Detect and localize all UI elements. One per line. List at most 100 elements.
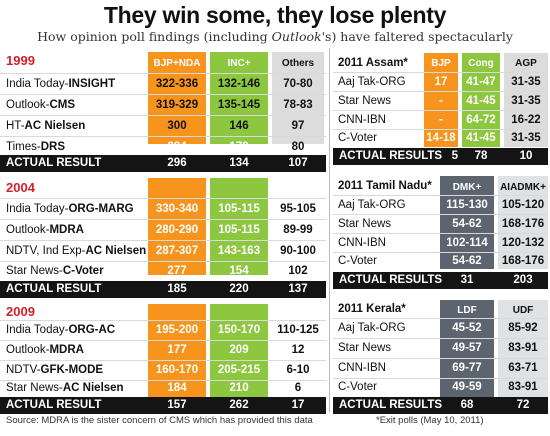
bjp-value: 330-340 [155,203,199,215]
tn-aiadmk-header: AIADMK+ [500,182,546,193]
subtitle-pre: How opinion poll findings (including [37,29,272,44]
assam-bjp-column [424,53,458,147]
year-label-2004: 2004 [6,180,35,195]
others-value: 80 [291,141,305,153]
bjp-value: 277 [167,265,187,277]
bjp-column-2004 [148,178,206,275]
tn-dmk-value: 115-130 [446,199,488,211]
pollster-name: C-Voter [338,255,377,267]
pollster-name: Star News-C-Voter [6,265,104,277]
others-value: 6 [294,382,302,394]
inc-value: 146 [229,120,249,132]
pollster-name: Outlook-MDRA [6,224,84,236]
tn-dmk-value: 102-114 [446,237,488,249]
actual-results-label: ACTUAL RESULTS [339,274,443,286]
bjp-header: BJP+NDA [153,58,201,69]
bjp-value: 287-307 [155,245,199,257]
row-divider [0,261,326,262]
row-divider [333,318,548,319]
assam-cong-value: 41-45 [466,132,496,144]
others-value: 12 [291,344,305,356]
assam-cong-value: 64-72 [466,114,496,126]
page-subtitle: How opinion poll findings (including Out… [0,29,550,44]
bjp-value: 322-336 [155,78,199,90]
tn-dmk-actual: 31 [460,274,474,286]
bjp-actual: 157 [167,399,187,411]
pollster-name: India Today-ORG-MARG [6,203,134,215]
kerala-ldf-value: 49-59 [452,381,482,393]
inc-value: 210 [229,382,249,394]
assam-agp-actual: 10 [519,150,533,162]
kerala-ldf-header: LDF [457,305,477,316]
row-divider [333,195,548,196]
inc-value: 105-115 [218,224,260,236]
bjp-actual: 296 [167,157,187,169]
tn-aiadmk-value: 168-176 [501,218,545,230]
inc-value: 209 [229,344,249,356]
bjp-value: 300 [167,120,187,132]
inc-actual: 220 [229,283,249,295]
actual-result-label: ACTUAL RESULT [6,283,102,295]
assam-bjp-value: 14-18 [426,132,456,144]
actual-results-label: ACTUAL RESULTS [339,150,443,162]
row-divider [0,136,326,137]
page-title: They win some, they lose plenty [103,2,447,28]
assam-cong-actual: 78 [474,150,488,162]
others-value: 95-105 [280,203,316,215]
inc-value: 105-115 [218,203,260,215]
pollster-name: Star News-AC Nielsen [6,382,124,394]
others-value: 70-80 [283,78,313,90]
tn-dmk-value: 54-62 [452,218,482,230]
inc-column-1999 [210,52,268,144]
assam-bjp-header: BJP [431,58,451,69]
pollster-name: Star News [338,95,392,107]
row-divider [333,338,548,339]
tn-dmk-column [440,176,494,269]
pollster-name: India Today-INSIGHT [6,78,116,90]
actual-result-label: ACTUAL RESULT [6,157,102,169]
actual-results-label: ACTUAL RESULTS [339,399,443,411]
inc-value: 179 [229,141,249,153]
kerala-heading: 2011 Kerala* [338,303,406,315]
bjp-value: 184 [167,382,187,394]
others-value: 6-10 [286,364,310,376]
inc-value: 132-146 [217,78,261,90]
pollster-name: HT-AC Nielsen [6,120,86,132]
section-1999: 1999 BJP+NDA INC+ Others India Today-INS… [0,48,326,166]
vertical-divider [329,48,330,412]
pollster-name: CNN-IBN [338,114,386,126]
inc-value: 150-170 [217,324,261,336]
bjp-value: 195-200 [155,324,199,336]
pollster-name: India Today-ORG-AC [6,324,116,336]
assam-bjp-value: - [439,95,443,107]
row-divider [0,198,326,199]
inc-column-2009 [210,304,268,397]
inc-value: 135-145 [217,99,261,111]
assam-cong-column [462,53,500,147]
row-divider [333,378,548,379]
tn-aiadmk-column [498,176,548,269]
kerala-udf-column [498,300,548,397]
row-divider [0,219,326,220]
inc-column-2004 [210,178,268,275]
others-actual: 137 [288,283,308,295]
pollster-name: Aaj Tak-ORG [338,76,406,88]
assam-agp-header: AGP [515,58,537,69]
pollster-name: Star News [338,342,392,354]
actual-results-kerala: ACTUAL RESULTS 68 72 [333,397,548,414]
kerala-ldf-column [440,300,494,397]
others-actual: 17 [291,399,305,411]
assam-bjp-value: - [439,114,443,126]
inc-header: INC+ [227,58,251,69]
assam-agp-value: 16-22 [511,114,541,126]
exit-poll-footnote: *Exit polls (May 10, 2011) [376,415,484,426]
bjp-value: 160-170 [155,364,199,376]
tn-aiadmk-value: 105-120 [501,199,545,211]
row-divider [0,115,326,116]
actual-results-assam: ACTUAL RESULTS 5 78 10 [333,148,548,165]
kerala-udf-value: 85-92 [508,322,538,334]
assam-agp-value: 31-35 [511,76,541,88]
others-value: 89-99 [283,224,313,236]
year-label-1999: 1999 [6,53,35,68]
inc-actual: 134 [229,157,249,169]
